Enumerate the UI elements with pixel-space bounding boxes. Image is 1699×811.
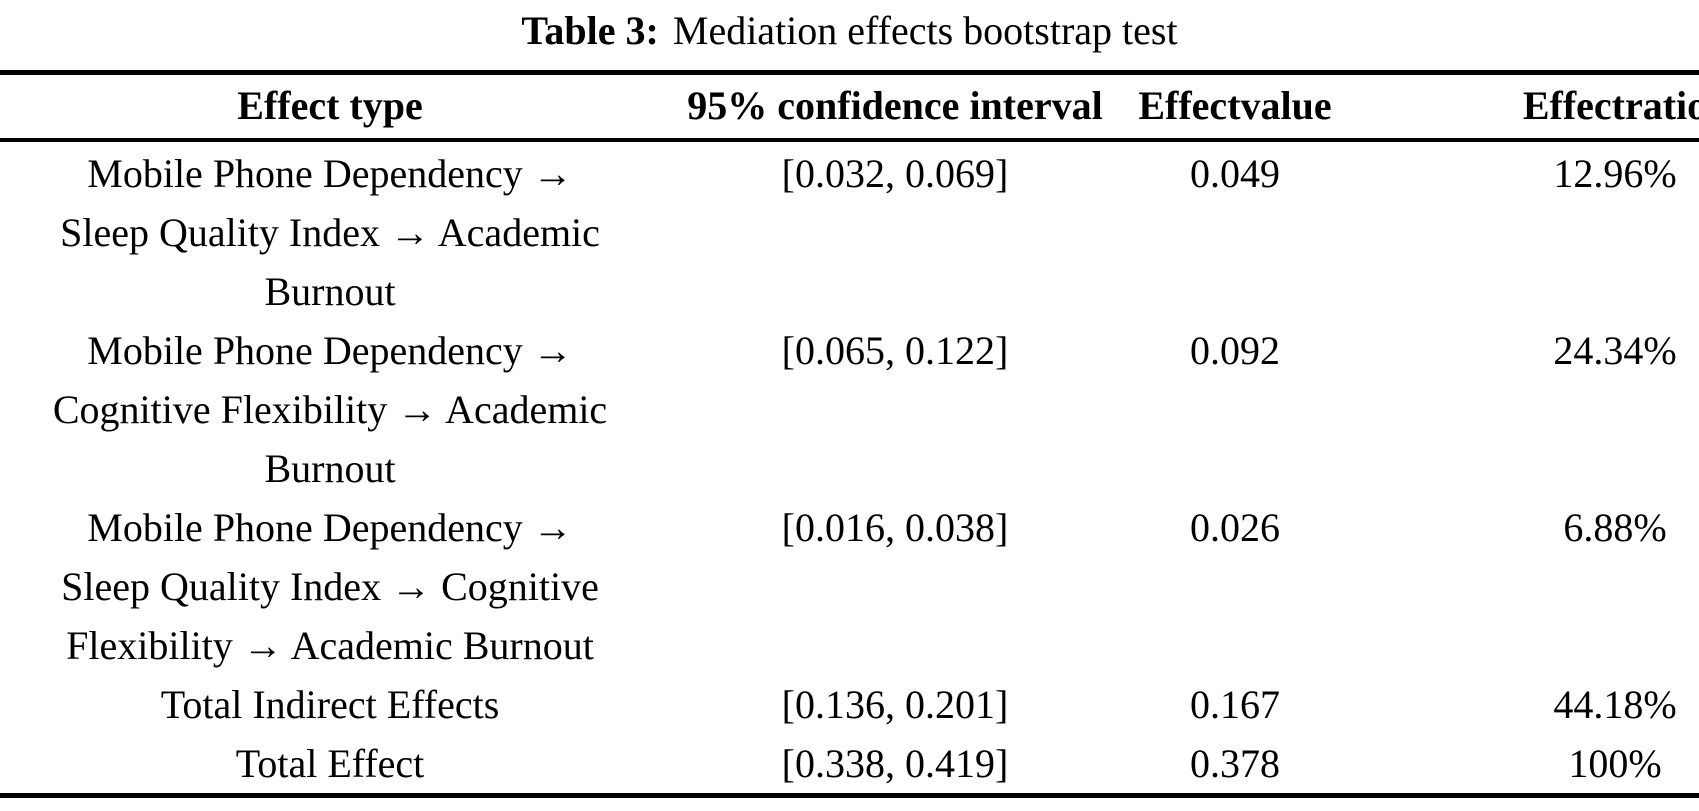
effect-type-cell: Mobile Phone Dependency → Sleep Quality … [61, 505, 599, 668]
effect-value-cell: 0.049 [1190, 151, 1280, 196]
confidence-interval-cell: [0.065, 0.122] [781, 328, 1009, 373]
table-container: Effect type 95% confidence interval Effe… [0, 70, 1699, 798]
effect-value-cell: 0.092 [1190, 328, 1280, 373]
effect-ratio-cell: 12.96% [1553, 151, 1677, 196]
table-row: Mobile Phone Dependency → Cognitive Flex… [0, 321, 1699, 498]
column-header-effect-value: Effectvalue [1138, 83, 1332, 128]
table-caption-text: Mediation effects bootstrap test [672, 8, 1178, 53]
effect-value-cell: 0.167 [1190, 682, 1280, 727]
effect-type-cell: Mobile Phone Dependency → Sleep Quality … [60, 151, 600, 314]
column-header-confidence-interval: 95% confidence interval [687, 83, 1103, 128]
confidence-interval-cell: [0.016, 0.038] [781, 505, 1009, 550]
effect-type-cell: Mobile Phone Dependency → Cognitive Flex… [52, 328, 608, 491]
effect-ratio-cell: 44.18% [1553, 682, 1677, 727]
mediation-effects-table: Effect type 95% confidence interval Effe… [0, 70, 1699, 798]
confidence-interval-cell: [0.032, 0.069] [781, 151, 1009, 196]
effect-type-cell: Total Indirect Effects [160, 682, 500, 727]
header-row: Effect type 95% confidence interval Effe… [0, 73, 1699, 140]
effect-ratio-cell: 100% [1568, 741, 1662, 786]
table-row: Mobile Phone Dependency → Sleep Quality … [0, 498, 1699, 675]
table-row: Mobile Phone Dependency → Sleep Quality … [0, 140, 1699, 321]
column-header-effect-type: Effect type [237, 83, 423, 128]
effect-value-cell: 0.026 [1190, 505, 1280, 550]
table-row: Total Indirect Effects [0.136, 0.201] 0.… [0, 675, 1699, 734]
table-row: Total Effect [0.338, 0.419] 0.378 100% [0, 734, 1699, 796]
effect-ratio-cell: 6.88% [1563, 505, 1667, 550]
column-header-effect-ratio: Effectratio [1522, 83, 1699, 128]
confidence-interval-cell: [0.136, 0.201] [781, 682, 1009, 727]
effect-ratio-cell: 24.34% [1553, 328, 1677, 373]
table-caption-label: Table 3: [521, 8, 659, 53]
table-caption: Table 3: Mediation effects bootstrap test [0, 6, 1699, 56]
effect-type-cell: Total Effect [235, 741, 425, 786]
confidence-interval-cell: [0.338, 0.419] [781, 741, 1009, 786]
effect-value-cell: 0.378 [1190, 741, 1280, 786]
